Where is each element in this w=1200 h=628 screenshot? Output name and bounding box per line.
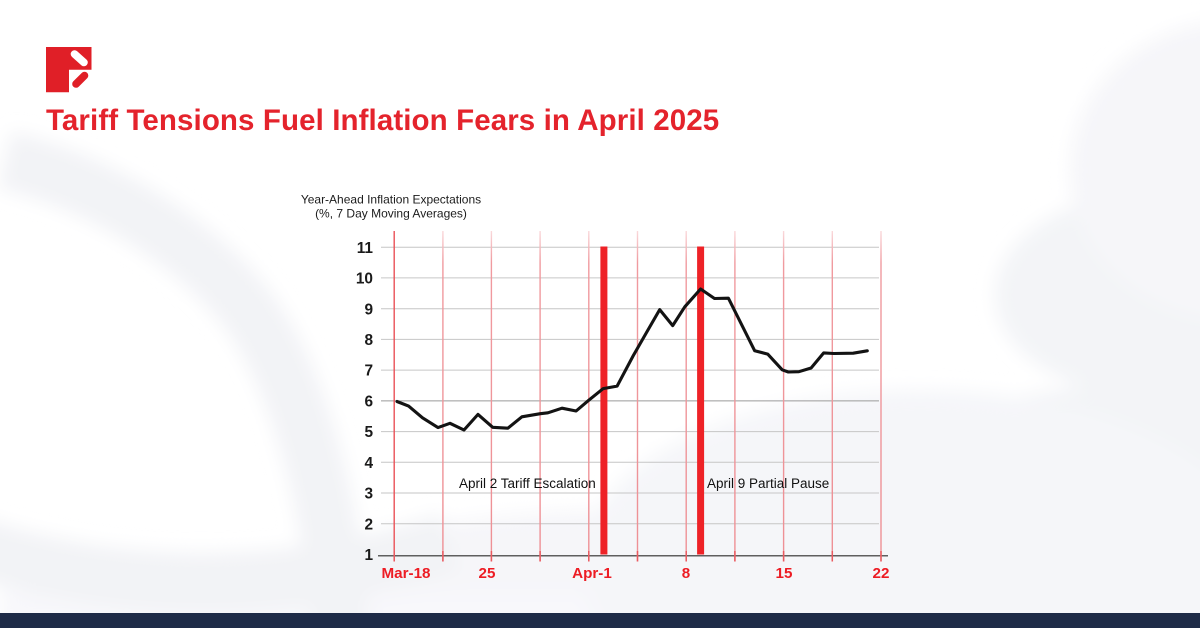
svg-text:1: 1	[364, 547, 373, 564]
svg-text:Year-Ahead Inflation Expectati: Year-Ahead Inflation Expectations	[301, 192, 481, 206]
svg-text:7: 7	[364, 363, 373, 380]
svg-text:11: 11	[357, 240, 374, 257]
svg-text:Apr-1: Apr-1	[572, 565, 612, 582]
svg-text:4: 4	[364, 455, 373, 472]
svg-text:(%, 7 Day Moving Averages): (%, 7 Day Moving Averages)	[315, 206, 467, 220]
svg-text:10: 10	[356, 271, 373, 288]
svg-text:Mar-18: Mar-18	[382, 565, 431, 582]
svg-text:15: 15	[776, 565, 793, 582]
svg-text:3: 3	[364, 486, 373, 503]
svg-text:25: 25	[479, 565, 496, 582]
svg-text:8: 8	[364, 332, 373, 349]
svg-text:8: 8	[682, 565, 690, 582]
svg-text:9: 9	[364, 301, 373, 318]
svg-text:22: 22	[873, 565, 890, 582]
svg-text:6: 6	[364, 394, 373, 411]
svg-text:April 2 Tariff Escalation: April 2 Tariff Escalation	[459, 476, 596, 491]
svg-text:2: 2	[364, 516, 373, 533]
svg-text:April 9 Partial Pause: April 9 Partial Pause	[707, 476, 829, 491]
svg-text:5: 5	[364, 424, 373, 441]
